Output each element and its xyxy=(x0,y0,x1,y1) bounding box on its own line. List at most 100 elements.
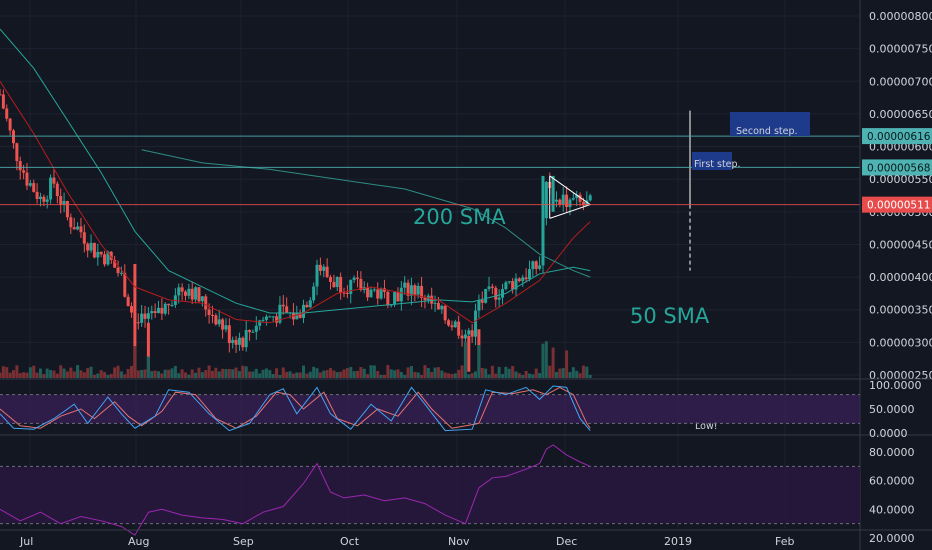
volume-bar xyxy=(285,371,289,378)
time-tick-label: Nov xyxy=(448,535,470,548)
volume-bar xyxy=(22,372,26,378)
candle-body xyxy=(8,118,12,131)
candle-body xyxy=(278,304,282,323)
volume-bar xyxy=(474,371,478,378)
volume-bar xyxy=(521,374,525,378)
volume-bar xyxy=(581,365,585,378)
candle-body xyxy=(382,288,386,292)
rsi-band xyxy=(0,466,860,524)
candle-body xyxy=(534,261,538,269)
annotation-low: Low! xyxy=(695,421,718,432)
volume-bar xyxy=(224,369,228,378)
candle-body xyxy=(38,196,42,199)
volume-bar xyxy=(399,371,403,378)
volume-bar xyxy=(55,373,59,378)
volume-bar xyxy=(180,369,184,378)
candle-body xyxy=(130,306,134,313)
volume-bar xyxy=(490,365,494,378)
candle-body xyxy=(183,291,187,296)
candle-body xyxy=(22,170,26,173)
candle-body xyxy=(312,286,316,301)
candle-body xyxy=(0,94,2,96)
time-axis: Jul Aug Sep Oct Nov Dec 2019 Feb xyxy=(0,529,932,548)
candle-body xyxy=(167,303,171,306)
price-tick-label: 0.00000550 xyxy=(869,173,932,186)
candle-body xyxy=(433,302,437,304)
volume-bar xyxy=(38,368,42,378)
candle-body xyxy=(177,287,181,296)
price-tick-label: 0.00000300 xyxy=(869,336,932,349)
candle-body xyxy=(369,289,373,298)
volume-bar xyxy=(167,369,171,378)
volume-bar xyxy=(443,372,447,378)
volume-bar xyxy=(143,369,147,378)
volume-bar xyxy=(136,370,140,378)
rsi-tick-label: 60.0000 xyxy=(869,475,915,488)
volume-bar xyxy=(355,370,359,378)
volume-bar xyxy=(234,367,238,378)
volume-bar xyxy=(389,369,393,378)
candle-body xyxy=(35,191,39,199)
candle-body xyxy=(413,285,417,295)
volume-bar xyxy=(423,365,427,378)
candle-body xyxy=(403,282,407,288)
candle-body xyxy=(18,161,22,171)
volume-bar xyxy=(146,356,150,378)
candle-body xyxy=(494,287,498,300)
candle-body xyxy=(92,242,96,258)
candle-body xyxy=(541,175,545,265)
volume-bar xyxy=(244,366,248,378)
volume-bar xyxy=(517,373,521,378)
volume-bar xyxy=(396,369,400,378)
volume-bar xyxy=(197,367,201,378)
volume-bar xyxy=(237,371,241,378)
stoch-rsi-pane: 100.0000 50.0000 0.0000 xyxy=(0,379,922,440)
volume-bar xyxy=(25,372,29,378)
volume-bar xyxy=(551,347,555,378)
time-tick-label: Jul xyxy=(19,535,33,548)
candle-body xyxy=(254,325,258,332)
volume-bar xyxy=(214,367,218,378)
candle-body xyxy=(123,272,127,297)
volume-bar xyxy=(413,372,417,378)
candle-body xyxy=(25,172,29,186)
candle-body xyxy=(460,335,464,339)
volume-bar xyxy=(49,370,53,378)
volume-bar xyxy=(281,367,285,378)
candle-body xyxy=(136,322,140,324)
volume-bar xyxy=(0,372,2,378)
candle-body xyxy=(511,281,515,290)
volume-bar xyxy=(416,372,420,378)
candle-body xyxy=(420,285,424,298)
candle-body xyxy=(376,289,380,299)
candle-body xyxy=(430,295,434,304)
volume-bar xyxy=(494,373,498,378)
candle-body xyxy=(163,303,167,314)
volume-bar xyxy=(362,368,366,378)
candle-body xyxy=(588,195,592,201)
volume-bar xyxy=(329,368,333,378)
candle-body xyxy=(106,251,110,265)
volume-bar xyxy=(106,374,110,378)
volume-bar xyxy=(305,373,309,378)
candle-body xyxy=(389,304,393,306)
candle-body xyxy=(241,337,245,348)
candle-body xyxy=(501,289,505,298)
annotation-second-step: Second step. xyxy=(736,126,798,137)
volume-bar xyxy=(366,374,370,378)
price-tick-label: 0.00000750 xyxy=(869,43,932,56)
candle-body xyxy=(113,259,117,268)
volume-bar xyxy=(524,370,528,378)
candle-body xyxy=(342,292,346,294)
volume-bar xyxy=(393,370,397,378)
price-tick-label: 0.00000350 xyxy=(869,304,932,317)
volume-bar xyxy=(261,369,265,378)
candle-body xyxy=(399,287,403,302)
volume-bar xyxy=(92,374,96,378)
candle-body xyxy=(244,330,248,348)
volume-bar xyxy=(200,372,204,378)
volume-bar xyxy=(113,367,117,378)
volume-bar xyxy=(571,367,575,378)
volume-bar xyxy=(440,370,444,378)
candle-body xyxy=(72,227,76,230)
